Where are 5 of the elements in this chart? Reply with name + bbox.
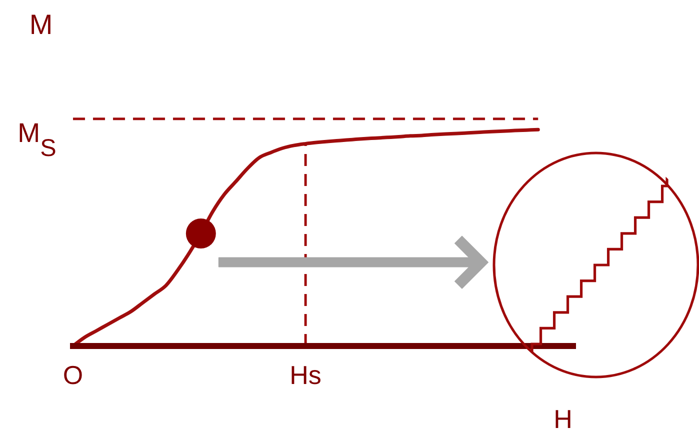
y-axis-title: M: [29, 9, 53, 40]
x-tick-label: Hs: [290, 360, 322, 390]
x-tick-label: O: [62, 360, 84, 390]
ref-line-label: M$_{S}$: [18, 118, 56, 162]
x-axis-title: H: [554, 404, 572, 434]
